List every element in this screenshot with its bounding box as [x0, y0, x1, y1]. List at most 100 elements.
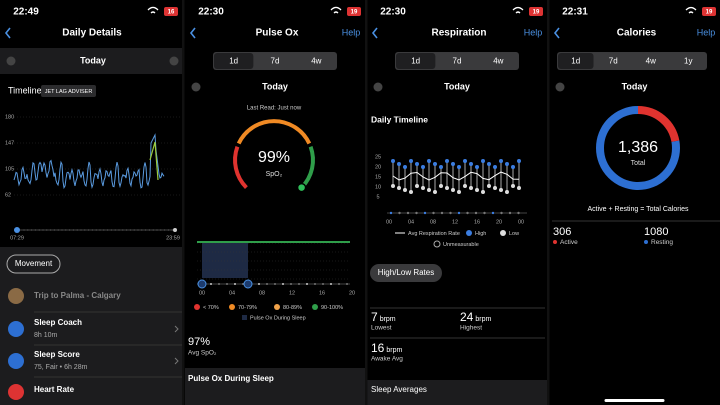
item-title[interactable]: Sleep Coach [34, 318, 82, 327]
legend-dot [229, 304, 235, 310]
badge [41, 85, 96, 97]
item-title[interactable]: Trip to Palma - Calgary [34, 291, 121, 300]
timeline-dot [432, 211, 435, 215]
chart-title: Daily Timeline [371, 114, 428, 124]
timeline-dot [145, 229, 147, 231]
rate-bar [512, 167, 514, 186]
help-link[interactable]: Help [524, 27, 543, 37]
x-tick-label: 16 [474, 219, 480, 225]
tab[interactable]: 7d [453, 57, 462, 66]
high-dot [427, 159, 431, 163]
x-tick-label: 08 [259, 290, 265, 296]
high-dot [463, 159, 467, 163]
movement-button[interactable]: Movement [15, 259, 53, 268]
stat-label: Lowest [371, 325, 392, 332]
timeline-dot [84, 229, 86, 231]
timeline-dot [137, 229, 139, 231]
timeline-dot [27, 229, 29, 231]
rate-bar [518, 161, 520, 188]
item-icon [8, 288, 24, 304]
timeline-dot [103, 229, 105, 231]
date: Today [622, 81, 648, 91]
timeline-dot [65, 229, 67, 231]
x-tick-label: 12 [452, 219, 458, 225]
low-dot [517, 186, 521, 190]
timeline-dot [164, 229, 166, 231]
help-link[interactable]: Help [342, 27, 361, 37]
avg-value: 97% [188, 336, 210, 348]
low-dot [415, 184, 419, 188]
high-dot [391, 159, 395, 163]
low-dot [511, 184, 515, 188]
back-button [553, 27, 560, 39]
timeline-dot [483, 211, 486, 215]
date-bar [0, 48, 182, 74]
low-dot [493, 186, 497, 190]
stat-label: Highest [460, 325, 482, 332]
low-dot [481, 190, 485, 194]
help-link[interactable]: Help [697, 27, 716, 37]
rate-bar [464, 161, 466, 186]
tab[interactable]: 1d [229, 57, 238, 66]
tab[interactable]: 7d [609, 57, 618, 66]
timeline-dot [338, 283, 340, 285]
low-dot [391, 184, 395, 188]
x-tick-label: 00 [518, 219, 524, 225]
section-background [367, 380, 547, 405]
timeline-dot [226, 283, 228, 285]
stat-value: 7 [371, 310, 378, 324]
x-tick-label: 00 [199, 290, 205, 296]
tab[interactable]: 1y [684, 57, 692, 66]
timeline-dot [80, 229, 82, 231]
screen-title: Calories [617, 28, 657, 39]
status-time: 22:30 [380, 7, 406, 18]
timeline-dot [31, 229, 33, 231]
rate-bar [434, 164, 436, 192]
timeline-dot [38, 229, 40, 231]
timeline-dot [258, 283, 260, 285]
item-icon [8, 353, 24, 369]
rate-bar [482, 161, 484, 192]
stat-unit: brpm [475, 316, 491, 323]
tab[interactable]: 1d [411, 57, 420, 66]
item-title[interactable]: Heart Rate [34, 385, 75, 394]
total-label: Total [631, 160, 646, 167]
tab[interactable]: 1d [571, 57, 580, 66]
home-indicator [604, 399, 665, 402]
rate-bar [398, 164, 400, 188]
timeline-dot [266, 283, 268, 285]
tab[interactable]: 4w [311, 57, 321, 66]
legend-label: Low [509, 231, 519, 237]
rate-bar [392, 161, 394, 186]
y-tick-label: 147 [5, 140, 14, 146]
sleep-marker [197, 279, 207, 289]
wifi-icon [512, 6, 524, 14]
timeline-dot [50, 229, 52, 231]
resting-dot [644, 240, 648, 244]
timeline-dot [500, 211, 503, 215]
rate-bar [416, 164, 418, 186]
y-tick-label: 15 [375, 174, 381, 180]
rate-bar [410, 161, 412, 192]
tab[interactable]: 4w [646, 57, 656, 66]
low-dot [451, 188, 455, 192]
rates-button[interactable]: High/Low Rates [378, 268, 434, 277]
low-dot [505, 190, 509, 194]
tab[interactable]: 7d [271, 57, 280, 66]
y-tick-label: 10 [375, 184, 381, 190]
y-tick-label: 25 [375, 154, 381, 160]
legend-label: < 70% [203, 305, 219, 311]
legend-dot [274, 304, 280, 310]
tab[interactable]: 4w [493, 57, 503, 66]
high-dot [469, 162, 473, 166]
timeline-dot [171, 229, 173, 231]
screen-title: Pulse Ox [256, 28, 299, 39]
timeline-dot [129, 229, 131, 231]
low-dot [439, 184, 443, 188]
badge[interactable]: JET LAG ADVISER [45, 89, 93, 95]
item-title[interactable]: Sleep Score [34, 350, 80, 359]
rate-bar [506, 164, 508, 192]
battery [347, 7, 361, 16]
timeline-dot [282, 283, 284, 285]
